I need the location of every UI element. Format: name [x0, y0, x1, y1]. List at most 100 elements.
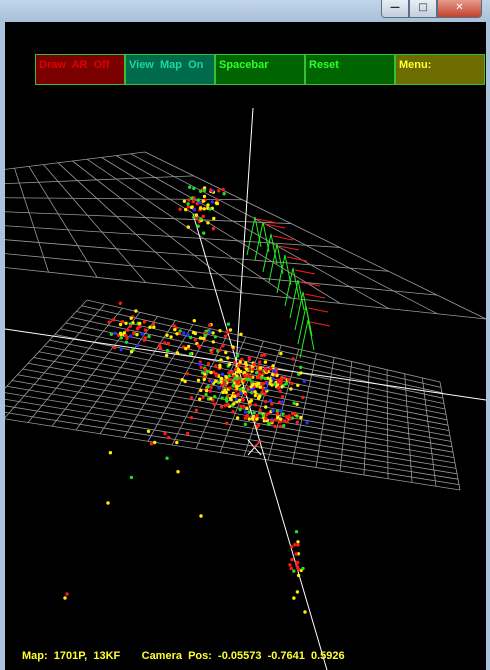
grid-line — [219, 340, 264, 453]
map-point — [222, 192, 226, 196]
map-point — [279, 417, 283, 421]
grid-line — [315, 357, 335, 468]
keyframe-heading — [304, 293, 326, 299]
map-point — [192, 215, 196, 219]
map-point — [224, 397, 228, 401]
grid-line — [123, 324, 194, 438]
maximize-button[interactable]: □ — [409, 0, 437, 18]
map-point — [206, 362, 211, 366]
map-point — [189, 416, 194, 420]
ground-grid — [5, 299, 461, 491]
map-point — [276, 386, 280, 390]
map-point — [188, 352, 193, 356]
map-point — [175, 332, 179, 336]
map-point — [208, 330, 212, 334]
map-point — [280, 395, 285, 399]
map-point — [281, 412, 285, 416]
grid-line — [115, 155, 389, 309]
map-point — [271, 377, 275, 381]
map-point — [271, 372, 275, 377]
map-point — [217, 381, 221, 385]
reset-button[interactable]: Reset — [305, 54, 395, 85]
map-point — [138, 321, 142, 326]
map-point — [287, 414, 291, 418]
map-point — [231, 345, 235, 349]
map-point-cloud — [63, 185, 309, 614]
map-point — [165, 333, 169, 337]
map-point — [185, 431, 190, 436]
keyframe-heading — [286, 256, 308, 262]
map-point — [136, 326, 140, 330]
map-point — [223, 334, 228, 338]
map-point — [206, 221, 210, 225]
map-point — [275, 412, 280, 416]
close-button[interactable]: ✕ — [437, 0, 482, 18]
map-point — [270, 419, 274, 423]
map-point — [265, 381, 269, 386]
map-point — [203, 331, 207, 335]
map-point — [264, 387, 268, 391]
map-point — [211, 347, 215, 351]
map-point — [184, 346, 188, 351]
map-point — [278, 424, 282, 429]
map-point — [265, 412, 269, 417]
map-point — [208, 323, 212, 327]
map-point — [301, 566, 305, 571]
map-point — [235, 400, 239, 404]
view-map-button[interactable]: View Map On — [125, 54, 215, 85]
map-point — [291, 357, 295, 361]
grid-line — [72, 160, 244, 294]
map-point — [201, 395, 205, 399]
map-point — [288, 563, 292, 567]
map-point — [235, 384, 239, 389]
map-point — [199, 217, 203, 221]
map-point — [220, 372, 225, 376]
map-point — [269, 379, 273, 383]
map-point — [166, 341, 170, 345]
axis-vertical — [234, 107, 254, 383]
map-point — [215, 198, 219, 203]
map-point — [261, 381, 265, 386]
map-point — [299, 415, 303, 420]
minimize-button[interactable]: — — [381, 0, 409, 18]
map-point — [227, 371, 231, 375]
map-point — [253, 390, 257, 394]
map-point — [153, 440, 157, 445]
spacebar-button[interactable]: Spacebar — [215, 54, 305, 85]
map-point — [149, 442, 153, 446]
map-point — [169, 335, 173, 339]
map-point — [209, 370, 213, 375]
map-point — [186, 205, 190, 209]
map-point — [276, 380, 281, 384]
map-point — [189, 335, 193, 340]
map-point — [286, 377, 291, 382]
map-point — [191, 199, 195, 204]
map-point — [235, 354, 240, 358]
grid-line — [386, 369, 389, 479]
grid-line — [363, 365, 370, 476]
map-point — [258, 385, 262, 389]
window-titlebar[interactable]: — □ ✕ — [0, 0, 490, 22]
map-point — [128, 324, 132, 328]
map-point — [175, 440, 179, 445]
map-point — [264, 369, 269, 373]
map-point — [260, 375, 264, 380]
map-point — [186, 202, 190, 206]
map-point — [182, 199, 187, 203]
grid-line — [57, 162, 195, 289]
map-point — [132, 331, 136, 335]
map-point — [186, 225, 190, 229]
menu-label[interactable]: Menu: — [395, 54, 485, 85]
upper-grid — [5, 151, 486, 320]
map-point — [178, 207, 182, 211]
map-point — [209, 397, 213, 401]
keyframe-trajectory — [246, 216, 331, 359]
map-point — [296, 383, 300, 387]
map-point — [253, 393, 258, 398]
map-viewport[interactable]: Draw AR Off View Map On Spacebar Reset M… — [5, 22, 486, 670]
map-point — [226, 322, 231, 326]
map-point — [199, 514, 203, 518]
grid-line — [267, 349, 300, 461]
draw-ar-button[interactable]: Draw AR Off — [35, 54, 125, 85]
map-point — [247, 373, 251, 378]
